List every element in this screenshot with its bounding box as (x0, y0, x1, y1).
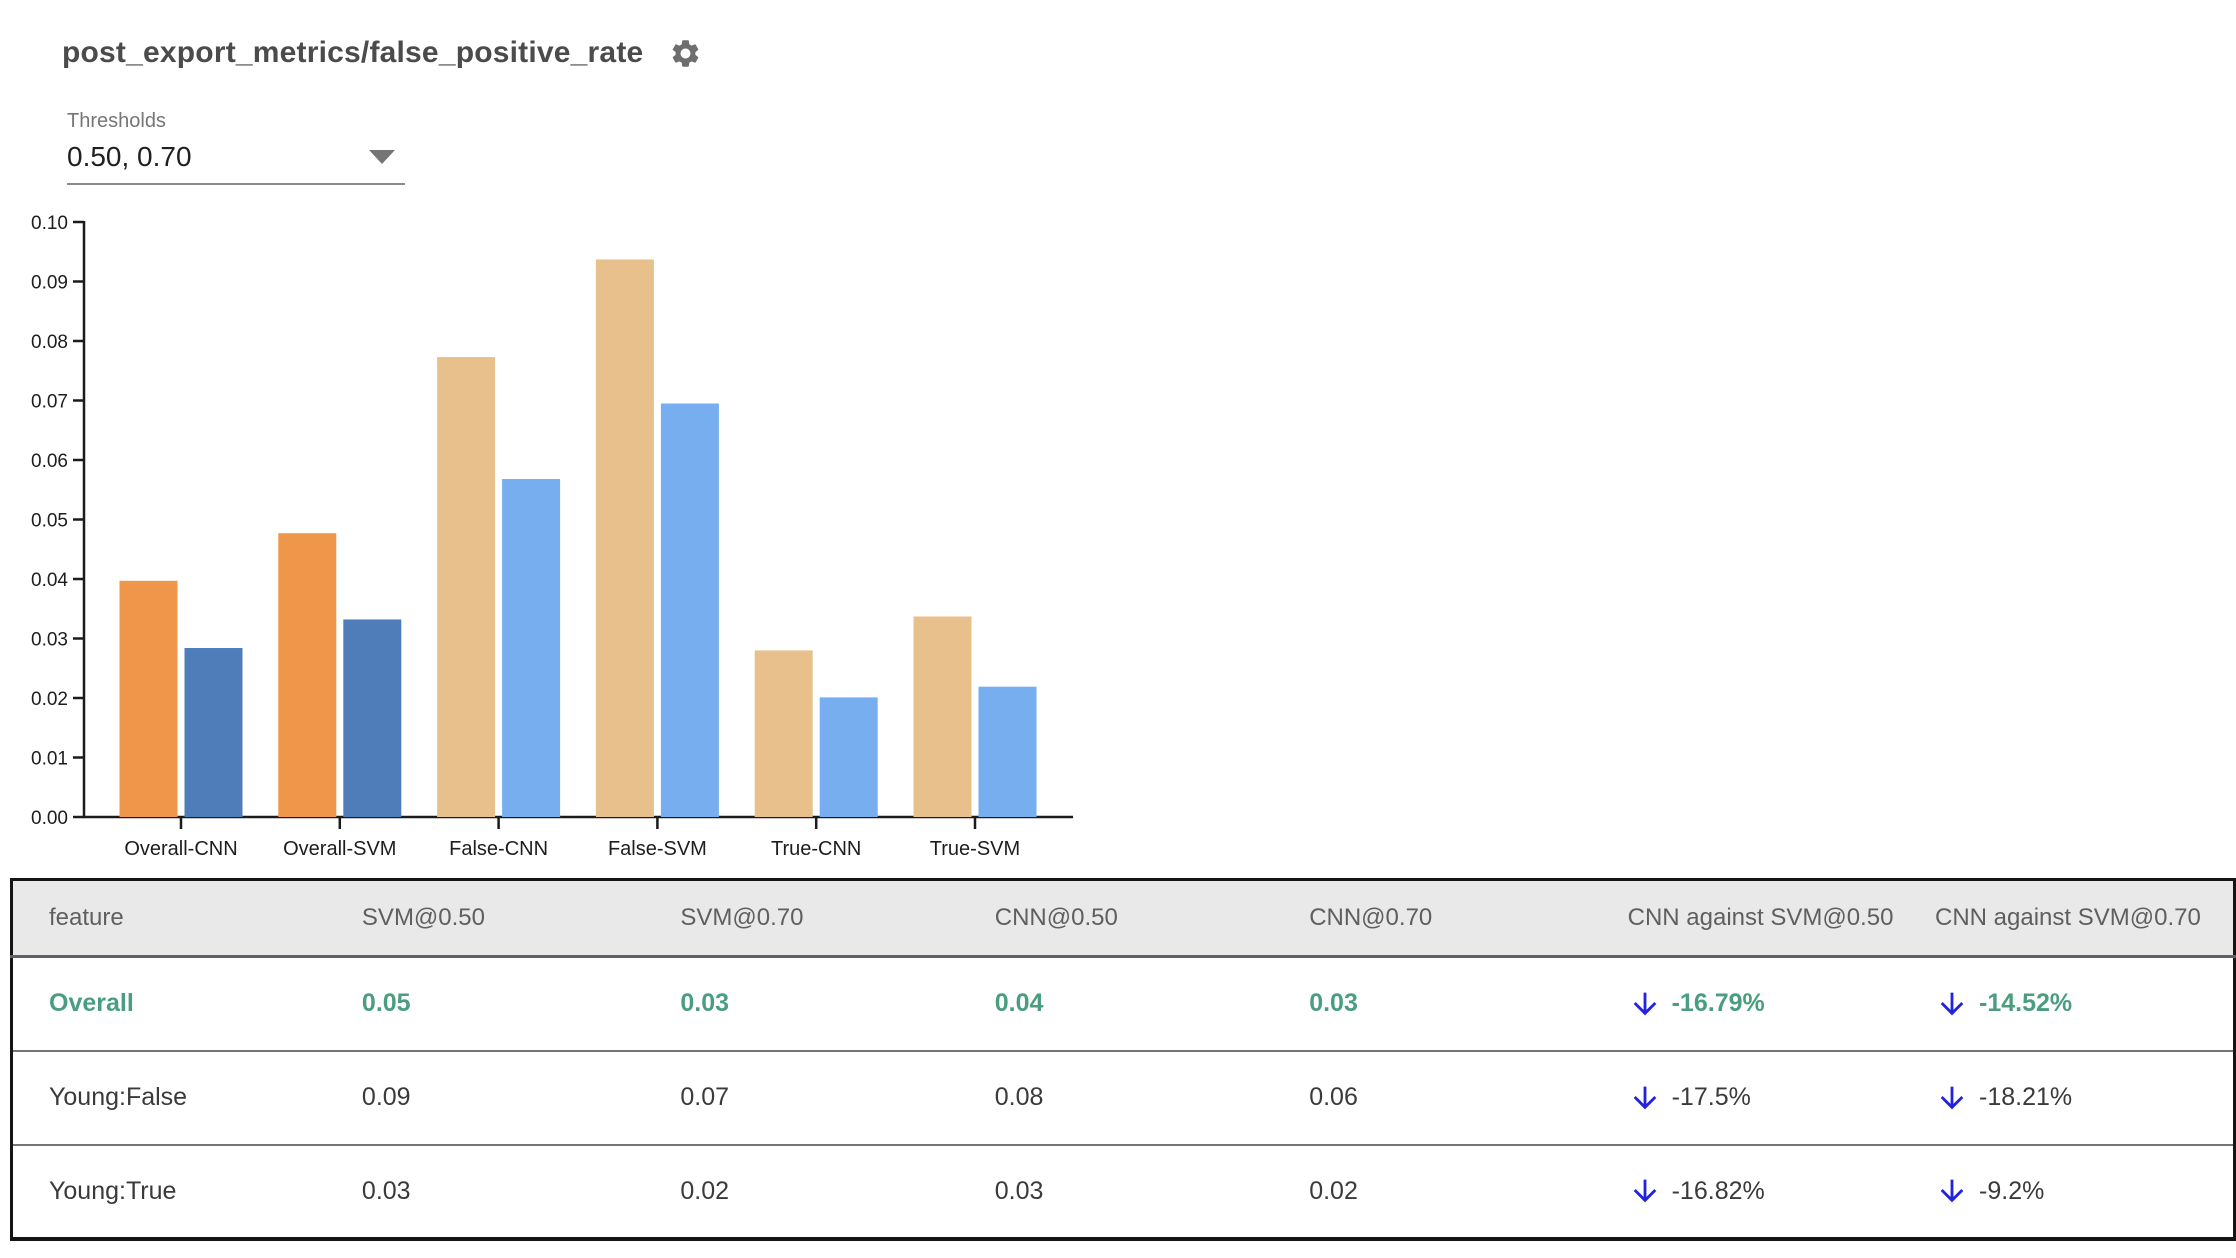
delta-cell: -16.79% (1592, 957, 1899, 1051)
bar-False-CNN-threshold-0.50[interactable] (437, 357, 496, 817)
x-axis-category-label: True-SVM (930, 838, 1020, 860)
metrics-table: feature SVM@0.50 SVM@0.70 CNN@0.50 CNN@0… (10, 878, 2236, 1241)
delta-value: -16.82% (1671, 1176, 1765, 1205)
col-header-svm-070: SVM@0.70 (680, 904, 804, 931)
value-cell: 0.09 (361, 1083, 411, 1111)
delta-cell: -17.5% (1592, 1051, 1899, 1145)
delta-value: -17.5% (1671, 1083, 1751, 1111)
widget-header: post_export_metrics/false_positive_rate (62, 30, 702, 76)
arrow-down-icon (1628, 987, 1662, 1021)
y-axis-tick-label: 0.06 (31, 451, 68, 472)
thresholds-underline (67, 183, 405, 185)
arrow-down-icon (1935, 987, 1969, 1021)
bar-Overall-CNN-threshold-0.50[interactable] (119, 580, 178, 817)
delta-cell: -9.2% (1899, 1145, 2234, 1239)
y-axis-tick-label: 0.00 (31, 808, 68, 829)
page-title: post_export_metrics/false_positive_rate (62, 36, 644, 69)
value-cell: 0.02 (1309, 1176, 1358, 1205)
delta-cell: -16.82% (1592, 1145, 1899, 1239)
bar-Overall-CNN-threshold-0.70[interactable] (184, 648, 243, 817)
thresholds-select[interactable]: Thresholds 0.50, 0.70 (67, 110, 405, 185)
x-axis-category-label: False-SVM (608, 838, 707, 860)
y-axis-tick-label: 0.01 (31, 749, 68, 770)
y-axis-tick-label: 0.08 (31, 332, 68, 353)
value-cell: 0.03 (361, 1176, 411, 1205)
col-header-feature: feature (49, 904, 124, 931)
y-axis-tick-label: 0.05 (31, 511, 68, 532)
x-axis-category-label: Overall-SVM (283, 838, 396, 860)
bar-chart-svg[interactable]: 0.00 0.01 0.02 0.03 0.04 0.05 0.06 0.07 0.08 0.09… (0, 200, 1120, 870)
bar-True-CNN-threshold-0.50[interactable] (754, 650, 813, 817)
arrow-down-icon (1628, 1081, 1662, 1115)
thresholds-label: Thresholds (67, 110, 166, 132)
value-cell: 0.03 (680, 989, 730, 1018)
x-axis-category-label: True-CNN (771, 838, 861, 860)
x-axis-category-label: Overall-CNN (124, 838, 237, 860)
delta-value: -9.2% (1979, 1176, 2045, 1205)
bar-chart[interactable]: 0.00 0.01 0.02 0.03 0.04 0.05 0.06 0.07 0.08 0.09… (0, 200, 1120, 870)
y-axis-tick-label: 0.09 (31, 273, 68, 294)
value-cell: 0.05 (361, 989, 411, 1018)
value-cell: 0.02 (680, 1176, 730, 1205)
table-row-overall: Overall 0.05 0.03 0.04 0.03 -16.79% -14.… (11, 957, 2235, 1051)
y-axis-tick-label: 0.07 (31, 392, 68, 413)
col-header-cnn-vs-svm-070: CNN against SVM@0.70 (1935, 904, 2201, 931)
delta-cell: -14.52% (1899, 957, 2234, 1051)
value-cell: 0.06 (1309, 1083, 1358, 1111)
thresholds-value: 0.50, 0.70 (67, 141, 192, 172)
table-row-young-true: Young:True 0.03 0.02 0.03 0.02 -16.82% -… (12, 1145, 2235, 1239)
table-row-young-false: Young:False 0.09 0.07 0.08 0.06 -17.5% -… (11, 1051, 2235, 1145)
delta-value: -14.52% (1979, 989, 2073, 1018)
col-header-cnn-vs-svm-050: CNN against SVM@0.50 (1627, 904, 1894, 931)
bar-False-CNN-threshold-0.70[interactable] (502, 479, 561, 817)
delta-value: -18.21% (1979, 1083, 2073, 1111)
value-cell: 0.03 (994, 1176, 1044, 1205)
bar-True-SVM-threshold-0.70[interactable] (978, 686, 1037, 817)
x-axis-category-label: False-CNN (449, 838, 548, 860)
y-axis-tick-label: 0.04 (31, 570, 68, 591)
bar-False-SVM-threshold-0.50[interactable] (595, 259, 654, 817)
arrow-down-icon (1935, 1174, 1969, 1208)
delta-cell: -18.21% (1899, 1051, 2234, 1145)
value-cell: 0.08 (994, 1083, 1044, 1111)
arrow-down-icon (1935, 1081, 1969, 1115)
y-axis-tick-label: 0.10 (31, 213, 68, 234)
table-header-row: feature SVM@0.50 SVM@0.70 CNN@0.50 CNN@0… (11, 879, 2235, 957)
settings-gear-icon[interactable] (669, 37, 702, 70)
y-axis-tick-label: 0.02 (31, 689, 68, 710)
value-cell: 0.03 (1309, 989, 1358, 1018)
bar-Overall-SVM-threshold-0.50[interactable] (278, 533, 337, 817)
col-header-cnn-050: CNN@0.50 (994, 904, 1118, 931)
bar-Overall-SVM-threshold-0.70[interactable] (343, 619, 402, 817)
col-header-cnn-070: CNN@0.70 (1309, 904, 1433, 931)
value-cell: 0.04 (994, 989, 1044, 1018)
value-cell: 0.07 (680, 1083, 730, 1111)
bar-True-SVM-threshold-0.50[interactable] (913, 616, 972, 817)
arrow-down-icon (1628, 1174, 1662, 1208)
delta-value: -16.79% (1671, 989, 1765, 1018)
bar-False-SVM-threshold-0.70[interactable] (660, 403, 719, 817)
feature-cell: Young:True (49, 1176, 177, 1205)
col-header-svm-050: SVM@0.50 (361, 904, 486, 931)
bar-True-CNN-threshold-0.70[interactable] (819, 697, 878, 817)
feature-cell: Overall (49, 989, 134, 1018)
y-axis-tick-label: 0.03 (31, 630, 68, 651)
feature-cell: Young:False (49, 1083, 188, 1111)
chevron-down-icon (369, 150, 395, 164)
